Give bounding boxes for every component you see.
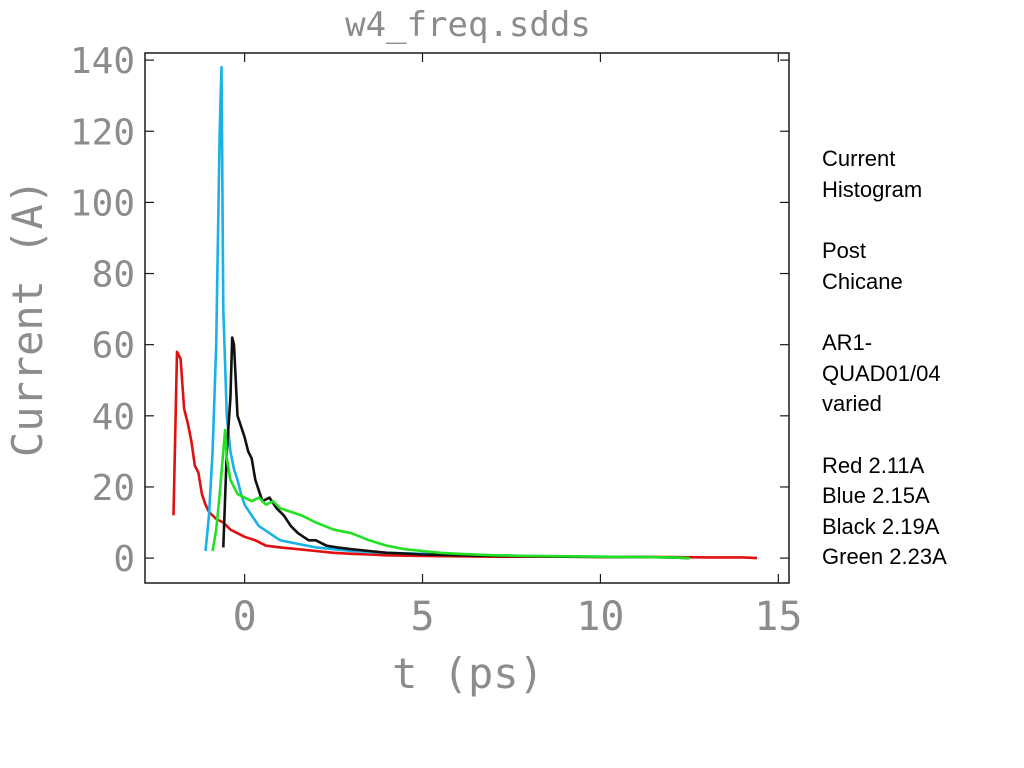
series-legend: Red 2.11A Blue 2.15A Black 2.19A Green 2… xyxy=(822,451,1012,573)
x-tick-label: 0 xyxy=(233,594,257,640)
legend-entry-blue: Blue 2.15A xyxy=(822,483,930,508)
y-tick-label: 40 xyxy=(92,397,135,438)
tick-labels: 0 5 10 15 0 20 40 60 80 100 120 140 xyxy=(70,41,802,640)
legend-entry-green: Green 2.23A xyxy=(822,544,947,569)
y-tick-label: 140 xyxy=(70,41,135,82)
y-tick-label: 80 xyxy=(92,255,135,296)
y-tick-label: 120 xyxy=(70,112,135,153)
y-axis-label: Current (A) xyxy=(3,179,52,457)
side-notes: Current Histogram Post Chicane AR1- QUAD… xyxy=(822,144,1012,573)
y-tick-label: 100 xyxy=(70,183,135,224)
x-tick-label: 15 xyxy=(754,594,802,640)
note-block-location: Post Chicane xyxy=(822,236,1012,297)
y-tick-label: 60 xyxy=(92,326,135,367)
note-block-varied: AR1- QUAD01/04 varied xyxy=(822,328,1012,420)
axis-ticks xyxy=(145,53,789,583)
note-line: AR1- xyxy=(822,330,873,355)
legend-entry-black: Black 2.19A xyxy=(822,513,940,539)
note-line: Current xyxy=(822,146,896,171)
chart-title: w4_freq.sdds xyxy=(345,5,591,45)
x-axis-label: t (ps) xyxy=(392,649,544,698)
y-tick-label: 0 xyxy=(113,539,135,580)
series-blue-line xyxy=(204,65,690,560)
series-black-line xyxy=(222,336,690,560)
series-green-line xyxy=(211,428,690,560)
y-tick-label: 20 xyxy=(92,468,135,509)
plot-frame xyxy=(144,52,790,584)
note-line: Histogram xyxy=(822,176,923,202)
data-series xyxy=(172,65,758,560)
note-block-title: Current Histogram xyxy=(822,144,1012,205)
note-line: Post xyxy=(822,238,867,263)
note-line: QUAD01/04 xyxy=(822,360,941,386)
note-line: varied xyxy=(822,391,882,416)
note-line: Chicane xyxy=(822,268,903,294)
x-tick-label: 5 xyxy=(410,594,434,640)
x-tick-label: 10 xyxy=(576,594,624,640)
legend-entry-red: Red 2.11A xyxy=(822,452,925,478)
